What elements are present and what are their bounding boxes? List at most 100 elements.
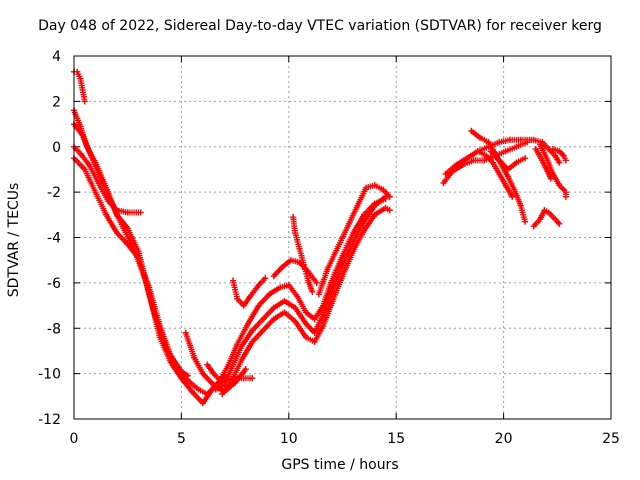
x-axis-label: GPS time / hours	[281, 457, 399, 473]
series-markers	[71, 143, 144, 216]
data-point	[77, 150, 84, 157]
data-point	[496, 139, 503, 146]
series-arc-21	[532, 146, 554, 182]
data-point	[311, 316, 318, 323]
series-arc-11	[270, 257, 320, 286]
data-point	[562, 193, 569, 200]
data-point	[135, 254, 142, 261]
data-point	[195, 386, 202, 393]
series-arc-8	[212, 193, 389, 393]
data-point	[249, 375, 256, 382]
data-point	[303, 309, 309, 316]
data-point	[537, 141, 544, 148]
data-point	[294, 293, 301, 300]
data-point	[496, 157, 503, 164]
data-point	[371, 211, 378, 218]
data-point	[303, 320, 309, 327]
data-point	[255, 302, 262, 309]
data-point	[556, 159, 563, 166]
data-point	[204, 391, 211, 397]
data-point	[219, 391, 226, 397]
data-point	[292, 304, 299, 311]
data-point	[556, 182, 563, 189]
data-point	[556, 148, 563, 155]
data-point	[530, 136, 537, 143]
series-markers	[270, 257, 320, 286]
data-point	[513, 143, 520, 150]
data-point	[560, 152, 567, 159]
data-point	[328, 288, 335, 295]
data-point	[167, 352, 174, 359]
data-point	[137, 209, 144, 216]
y-tick-label: -10	[38, 367, 61, 383]
data-point	[324, 266, 331, 273]
series-arc-10	[230, 275, 269, 309]
data-point	[120, 225, 127, 232]
data-point	[502, 182, 509, 189]
data-point	[511, 186, 518, 193]
data-point	[522, 218, 529, 225]
data-point	[489, 159, 496, 166]
data-point	[124, 209, 131, 216]
data-point	[296, 245, 303, 252]
data-point	[556, 220, 563, 227]
data-point	[532, 146, 539, 152]
data-point	[442, 171, 449, 177]
data-point	[249, 327, 256, 334]
y-tick-label: 0	[52, 140, 61, 156]
data-point	[509, 193, 516, 200]
data-point	[189, 388, 196, 395]
data-point	[361, 227, 367, 234]
data-point	[530, 223, 537, 230]
y-tick-label: -2	[47, 185, 61, 201]
data-point	[517, 136, 524, 143]
data-point	[262, 275, 269, 282]
series-arc-13	[315, 182, 393, 298]
series-markers	[290, 214, 316, 295]
data-point	[156, 323, 163, 329]
grid-lines	[74, 56, 611, 419]
data-point	[77, 75, 84, 82]
data-point	[522, 155, 529, 162]
x-tick-label: 15	[387, 431, 405, 447]
data-point	[204, 361, 211, 368]
data-point	[361, 218, 367, 225]
data-point	[238, 357, 245, 363]
data-point	[74, 68, 81, 75]
data-point	[270, 273, 277, 280]
data-point	[550, 146, 556, 152]
tick-labels: 0 5 10 15 20 25 -12 -10 -8 -6 -4 -2 0 2 4	[38, 49, 620, 447]
series-arc-4	[71, 143, 144, 216]
x-tick-label: 0	[70, 431, 79, 447]
data-point	[543, 155, 550, 162]
data-point	[545, 209, 552, 216]
y-tick-label: 4	[52, 49, 61, 65]
data-point	[234, 341, 241, 348]
data-point	[285, 282, 292, 289]
data-point	[245, 320, 251, 327]
y-tick-label: -8	[47, 321, 61, 337]
data-point	[453, 161, 460, 168]
data-point	[242, 366, 249, 373]
data-point	[260, 327, 266, 334]
data-point	[464, 155, 471, 162]
data-point	[81, 166, 88, 173]
data-point	[305, 277, 312, 284]
data-point	[88, 152, 95, 159]
data-point	[328, 300, 335, 307]
data-point	[339, 273, 346, 280]
data-point	[350, 239, 357, 245]
data-point	[191, 354, 198, 361]
data-point	[105, 198, 112, 205]
series-arc-9	[219, 205, 393, 397]
data-point	[335, 243, 342, 250]
data-point	[504, 166, 511, 173]
data-point	[300, 261, 307, 268]
data-point	[311, 329, 318, 336]
data-point	[114, 207, 120, 214]
data-point	[114, 230, 120, 236]
series-arc-3	[71, 121, 256, 397]
data-point	[309, 288, 316, 295]
plot-frame	[73, 55, 612, 420]
